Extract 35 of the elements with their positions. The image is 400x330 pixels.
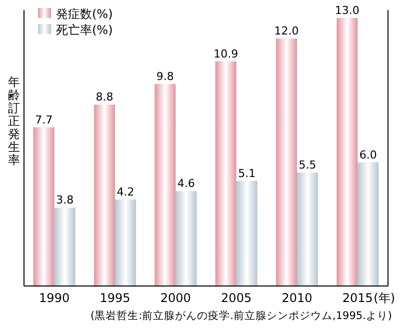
legend-label: 発症数(%)	[56, 7, 113, 21]
data-label: 12.0	[274, 24, 299, 38]
data-label: 9.8	[156, 70, 174, 83]
x-axis-title: (年)	[374, 291, 396, 305]
data-label: 5.1	[238, 166, 256, 180]
data-label: 7.7	[35, 113, 53, 126]
data-label: 5.5	[298, 158, 316, 172]
bar	[54, 208, 76, 286]
bar	[94, 104, 115, 286]
bar	[236, 180, 258, 286]
bar	[154, 84, 176, 286]
x-tick-label: 2000	[160, 291, 191, 305]
data-label: 4.2	[116, 185, 134, 198]
data-label: 10.9	[214, 47, 238, 60]
y-axis-title: 年齢訂正発生率	[8, 75, 20, 167]
x-tick-label: 2015	[342, 291, 373, 305]
bar	[358, 162, 379, 286]
x-tick-label: 1990	[39, 291, 70, 305]
data-label: 4.6	[177, 177, 195, 190]
bar	[115, 199, 136, 286]
bar	[276, 38, 297, 286]
bar	[215, 61, 236, 286]
data-label: 8.8	[96, 90, 114, 104]
data-label: 3.8	[56, 194, 74, 207]
x-tick-label: 2005	[221, 291, 252, 305]
x-tick-label: 1995	[100, 291, 130, 305]
bar	[33, 127, 54, 286]
data-label: 13.0	[334, 4, 360, 17]
bar	[297, 172, 318, 286]
bar	[336, 18, 358, 286]
bar	[176, 191, 197, 286]
legend-label: 死亡率(%)	[56, 23, 113, 37]
text: (黒岩哲生:前立腺がんの疫学.前立腺シンポジウム,1995.より)	[90, 309, 392, 322]
x-tick-label: 2010	[282, 291, 312, 305]
data-label: 6.0	[359, 148, 377, 162]
